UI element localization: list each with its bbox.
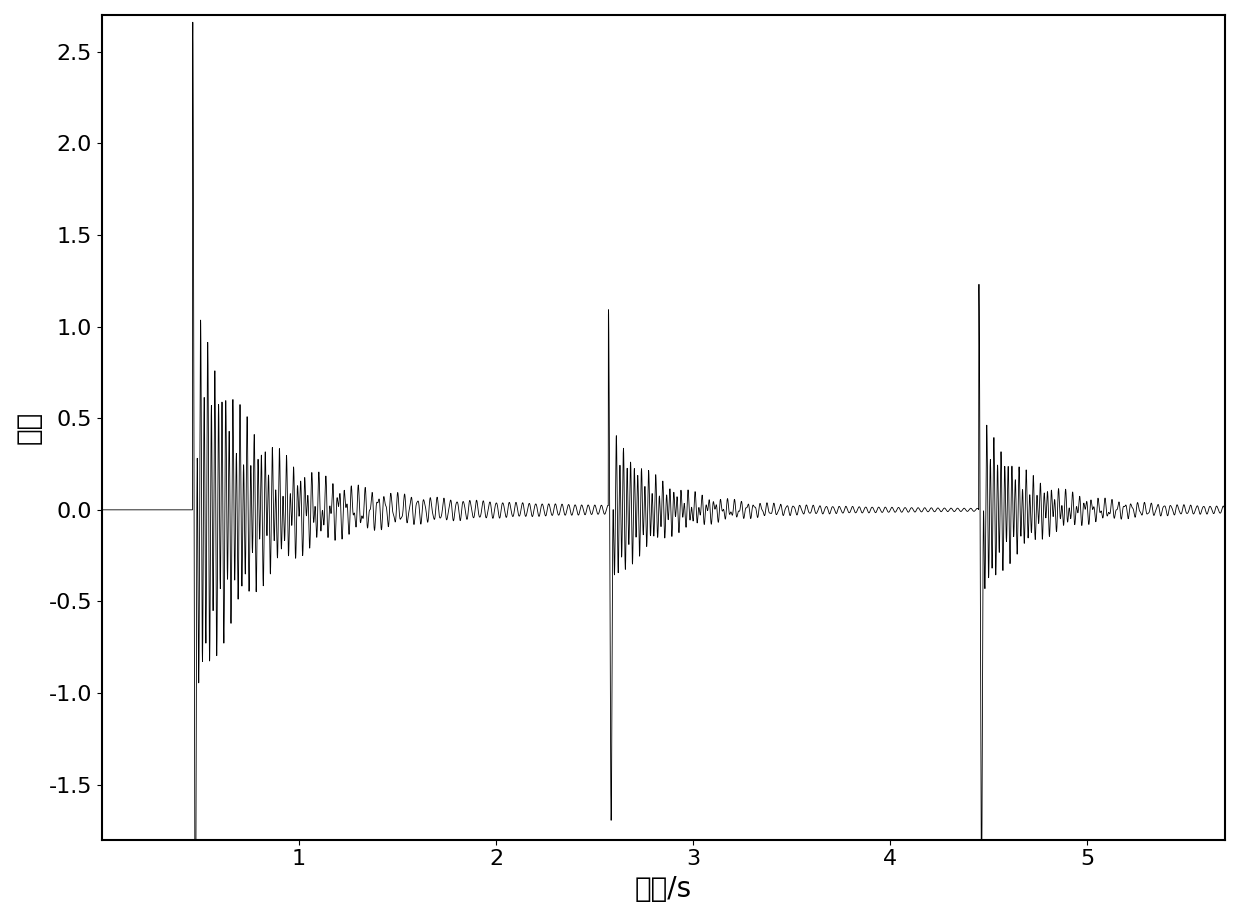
Y-axis label: 振幅: 振幅 bbox=[15, 410, 43, 444]
X-axis label: 时间/s: 时间/s bbox=[635, 875, 692, 903]
